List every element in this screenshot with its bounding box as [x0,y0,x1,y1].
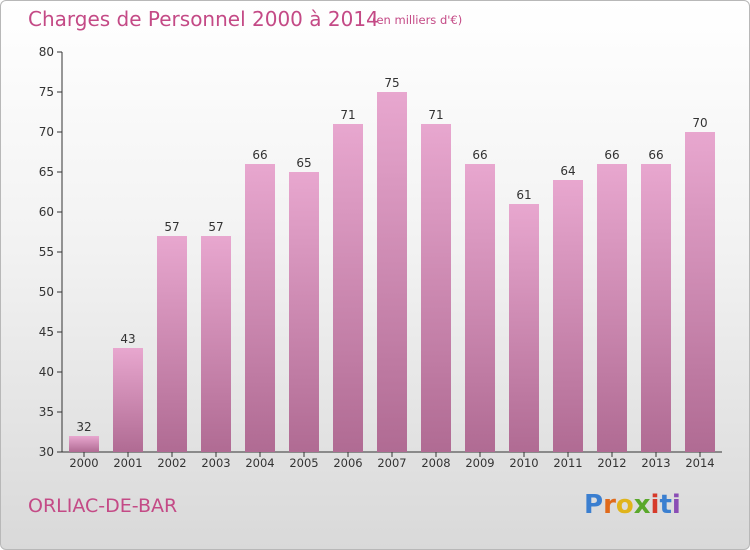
x-tick-label: 2006 [333,456,362,470]
logo-letter: t [659,490,672,520]
logo-letter: o [615,490,634,520]
x-tick-label: 2014 [685,456,714,470]
data-label-2014: 70 [692,116,707,130]
x-tick-label: 2013 [641,456,670,470]
data-label-2000: 32 [76,420,91,434]
data-label-2003: 57 [208,220,223,234]
data-label-2013: 66 [648,148,663,162]
chart-subtitle: (en milliers d'€) [372,13,463,27]
x-tick-label: 2009 [465,456,494,470]
x-axis: 2000 2001 2002 2003 2004 2005 2006 2007 2008 2009… [62,451,722,470]
logo-letter: i [650,490,660,520]
data-label-2012: 66 [604,148,619,162]
x-tick-label: 2011 [553,456,582,470]
bar-2009 [465,164,495,452]
bar-2014 [685,132,715,452]
y-axis: 30 35 40 45 50 55 60 65 70 75 80 [39,45,63,459]
y-tick-label: 50 [39,285,54,299]
logo-letter: x [633,490,651,520]
data-label-2010: 61 [516,188,531,202]
x-tick-label: 2010 [509,456,538,470]
bar-2008 [421,124,451,452]
x-tick-label: 2004 [245,456,274,470]
y-tick-label: 60 [39,205,54,219]
x-tick-label: 2005 [289,456,318,470]
data-label-2004: 66 [252,148,267,162]
bar-2001 [113,348,143,452]
bar-2004 [245,164,275,452]
y-tick-label: 65 [39,165,54,179]
logo-letter: i [671,490,681,520]
bar-2011 [553,180,583,452]
bar-2012 [597,164,627,452]
y-tick-label: 80 [39,45,54,59]
bars [69,92,715,452]
y-tick-label: 55 [39,245,54,259]
y-tick-label: 75 [39,85,54,99]
bar-2013 [641,164,671,452]
data-label-2011: 64 [560,164,575,178]
bar-2002 [157,236,187,452]
x-tick-label: 2008 [421,456,450,470]
logo-letter: r [603,490,616,520]
x-tick-label: 2001 [113,456,142,470]
y-tick-label: 35 [39,405,54,419]
bar-2005 [289,172,319,452]
data-label-2007: 75 [384,76,399,90]
bar-2006 [333,124,363,452]
chart-title: Charges de Personnel 2000 à 2014 [28,7,379,31]
data-label-2009: 66 [472,148,487,162]
data-label-2005: 65 [296,156,311,170]
data-labels: 32 43 57 57 66 65 71 75 71 66 61 64 66 66 70 [76,76,707,434]
x-tick-label: 2000 [69,456,98,470]
data-label-2006: 71 [340,108,355,122]
bar-2000 [69,436,99,452]
x-tick-label: 2012 [597,456,626,470]
town-name: ORLIAC-DE-BAR [28,495,178,517]
x-tick-label: 2002 [157,456,186,470]
logo-letter: P [584,490,604,520]
bar-2010 [509,204,539,452]
y-tick-label: 70 [39,125,54,139]
y-tick-label: 45 [39,325,54,339]
proxiti-logo[interactable]: Proxiti [584,490,681,520]
x-tick-label: 2007 [377,456,406,470]
bar-2007 [377,92,407,452]
x-tick-label: 2003 [201,456,230,470]
data-label-2002: 57 [164,220,179,234]
bar-2003 [201,236,231,452]
y-tick-label: 30 [39,445,54,459]
y-tick-label: 40 [39,365,54,379]
data-label-2001: 43 [120,332,135,346]
data-label-2008: 71 [428,108,443,122]
